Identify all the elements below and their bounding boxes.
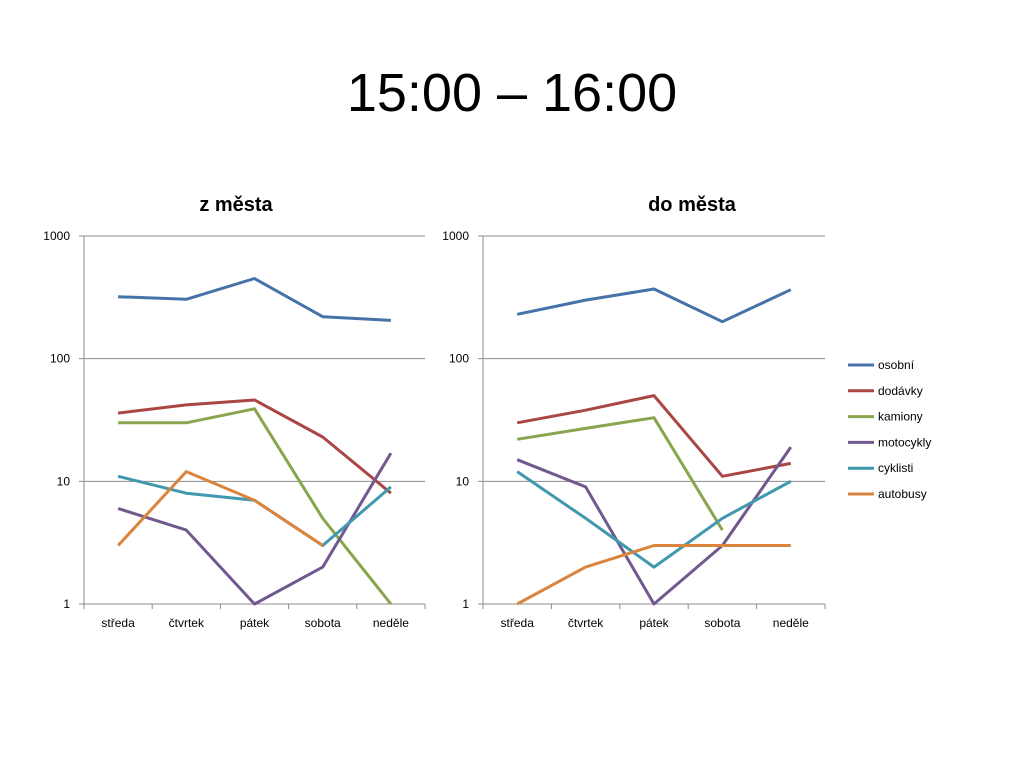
x-tick-label: čtvrtek	[568, 616, 604, 630]
x-tick-label: neděle	[773, 616, 809, 630]
series-line-kamiony	[118, 407, 393, 605]
y-tick-label: 10	[57, 474, 71, 488]
y-tick-label: 1	[63, 597, 70, 611]
x-tick-label: sobota	[704, 616, 740, 630]
x-tick-label: čtvrtek	[169, 616, 205, 630]
y-tick-label: 1000	[442, 229, 469, 243]
legend-label-kamiony: kamiony	[878, 410, 923, 424]
legend-label-osobni: osobní	[878, 358, 915, 372]
series-line-dodavky	[516, 394, 792, 478]
chart-do-mesta: do města 1 10 100 1000 středa čtvrtek pátek sobo…	[442, 194, 826, 630]
series-line-osobni	[516, 287, 792, 324]
x-tick-label: sobota	[305, 616, 341, 630]
series-line-osobni	[118, 277, 391, 322]
chart-z-mesta: z města 1 10 100 1000 středa čtvrtek pátek sobot…	[43, 194, 426, 630]
series-line-autobusy	[116, 470, 324, 547]
legend-label-dodavky: dodávky	[878, 384, 923, 398]
series-line-kamiony	[516, 416, 724, 531]
x-tick-label: středa	[101, 616, 135, 630]
y-tick-label: 10	[456, 474, 470, 488]
series-line-motocykly	[117, 452, 393, 606]
legend-label-autobusy: autobusy	[878, 487, 927, 501]
series-line-cyklisti	[117, 474, 392, 547]
series-line-dodavky	[117, 398, 392, 495]
slide-title: 15:00 – 16:00	[346, 63, 678, 123]
legend-label-motocykly: motocykly	[878, 435, 931, 449]
y-tick-label: 100	[449, 352, 469, 366]
x-tick-label: pátek	[639, 616, 669, 630]
legend-label-cyklisti: cyklisti	[878, 461, 913, 475]
chart-legend: osobní dodávky kamiony motocykly cyklisti aut…	[848, 358, 931, 501]
x-tick-label: pátek	[240, 616, 270, 630]
x-tick-label: středa	[501, 616, 535, 630]
x-tick-label: neděle	[373, 616, 409, 630]
series-line-autobusy	[516, 544, 791, 606]
series-line-motocykly	[516, 446, 793, 606]
chart-title: z města	[199, 194, 273, 216]
chart-title: do města	[648, 194, 737, 216]
y-tick-label: 100	[50, 352, 70, 366]
y-tick-label: 1000	[43, 229, 70, 243]
y-tick-label: 1	[462, 597, 469, 611]
series-line-cyklisti	[516, 470, 792, 569]
